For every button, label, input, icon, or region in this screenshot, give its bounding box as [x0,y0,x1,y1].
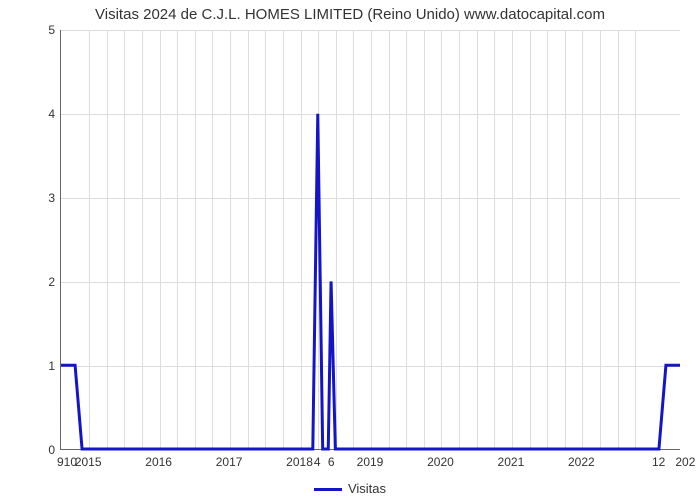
line-series [61,30,680,449]
legend-label: Visitas [348,481,386,496]
chart-title: Visitas 2024 de C.J.L. HOMES LIMITED (Re… [0,6,700,23]
legend: Visitas [0,481,700,496]
legend-swatch [314,488,342,491]
plot-area [60,30,680,450]
